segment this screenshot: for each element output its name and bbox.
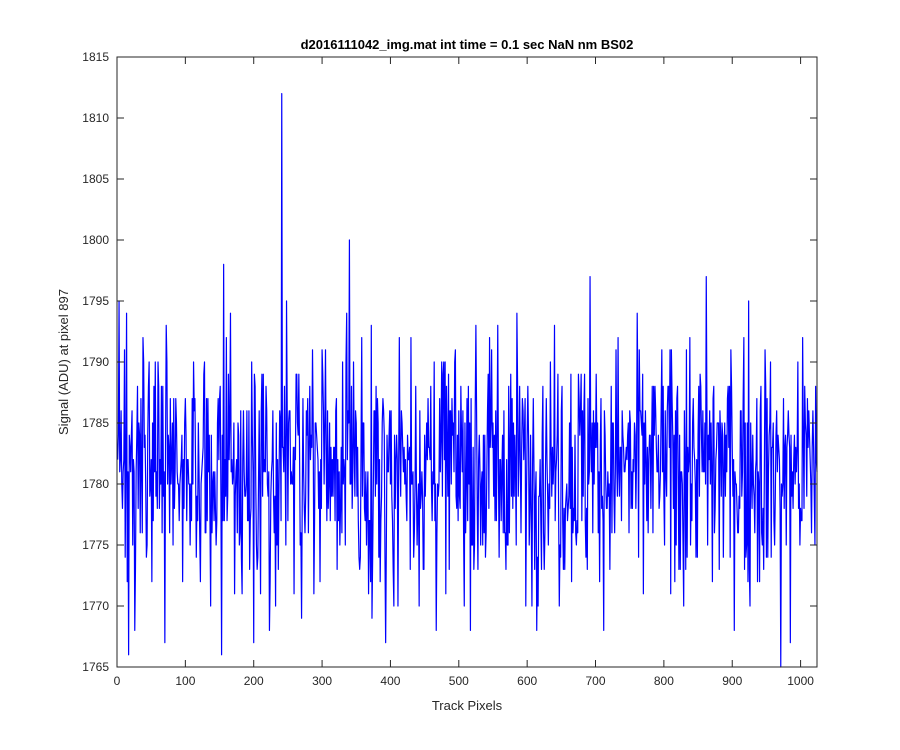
x-tick-label: 800 — [654, 674, 674, 688]
x-tick-label: 1000 — [787, 674, 814, 688]
x-tick-label: 0 — [114, 674, 121, 688]
x-tick-label: 400 — [380, 674, 400, 688]
y-tick-label: 1815 — [82, 50, 109, 64]
y-tick-label: 1795 — [82, 294, 109, 308]
y-tick-label: 1810 — [82, 111, 109, 125]
x-tick-label: 900 — [722, 674, 742, 688]
y-axis-label: Signal (ADU) at pixel 897 — [56, 289, 71, 435]
chart-title: d2016111042_img.mat int time = 0.1 sec N… — [301, 37, 634, 52]
x-tick-label: 100 — [175, 674, 195, 688]
x-tick-label: 500 — [449, 674, 469, 688]
y-tick-label: 1775 — [82, 538, 109, 552]
y-tick-label: 1800 — [82, 233, 109, 247]
y-tick-label: 1770 — [82, 599, 109, 613]
y-tick-label: 1785 — [82, 416, 109, 430]
x-axis-label: Track Pixels — [432, 698, 503, 713]
x-axis-ticks: 0 100 200 300 400 500 600 700 800 900 1000 — [114, 57, 814, 688]
series-layer — [117, 93, 818, 668]
y-tick-label: 1765 — [82, 660, 109, 674]
y-tick-label: 1780 — [82, 477, 109, 491]
y-tick-label: 1790 — [82, 355, 109, 369]
y-tick-label: 1805 — [82, 172, 109, 186]
x-tick-label: 200 — [244, 674, 264, 688]
y-axis-ticks: 1765 1770 1775 1780 1785 1790 1795 1800 1805 1810… — [82, 50, 817, 674]
x-tick-label: 600 — [517, 674, 537, 688]
plot-area — [117, 57, 817, 667]
x-tick-label: 300 — [312, 674, 332, 688]
x-tick-label: 700 — [586, 674, 606, 688]
series-line — [117, 93, 818, 668]
